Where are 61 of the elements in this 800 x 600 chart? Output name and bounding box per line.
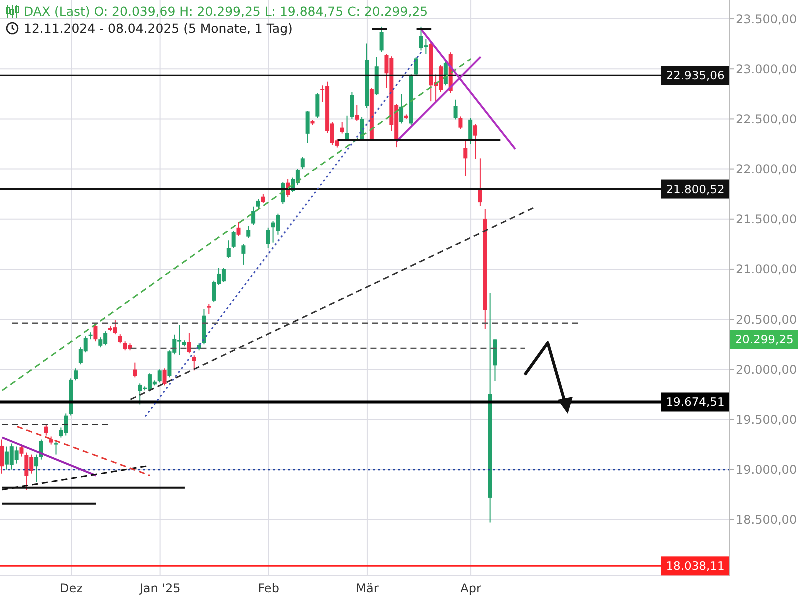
- y-tick-label: 21.000,00: [736, 262, 798, 277]
- candlestick: [414, 57, 418, 77]
- y-tick-label: 22.500,00: [736, 112, 798, 126]
- candlestick: [400, 94, 404, 124]
- candlestick: [20, 444, 24, 458]
- candlestick: [207, 304, 212, 315]
- candlestick: [256, 198, 260, 209]
- candlestick: [54, 440, 58, 456]
- x-tick-label: Dez: [60, 582, 83, 596]
- candlestick: [306, 110, 310, 144]
- x-tick-label: Jan '25: [138, 582, 181, 596]
- candlestick: [94, 325, 98, 342]
- candlestick: [458, 116, 463, 130]
- candlestick: [261, 194, 266, 204]
- candlestick: [355, 104, 360, 122]
- candlestick: [478, 158, 482, 207]
- candlestick: [474, 124, 478, 160]
- candlestick: [266, 227, 270, 249]
- candlestick: [133, 362, 138, 378]
- y-tick-label: 19.500,00: [736, 412, 798, 427]
- candlestick: [454, 99, 458, 120]
- y-tick-label: 22.000,00: [736, 162, 798, 177]
- candlestick: [192, 355, 196, 372]
- candlestick: [44, 424, 48, 436]
- text: 12.11.2024 - 08.04.2025 (5 Monate, 1 Tag): [24, 20, 293, 37]
- text: 20.299,25: [735, 332, 794, 347]
- candlestick: [0, 439, 4, 474]
- ref-line-label: 19.674,51: [666, 395, 725, 410]
- candlestick: [158, 369, 162, 384]
- y-tick-label: 20.000,00: [736, 362, 798, 377]
- chart-title: DAX (Last) O: 20.039,69 H: 20.299,25 L: 19.884,75 C: 20.299,25: [24, 3, 428, 20]
- candlestick: [187, 332, 192, 354]
- y-tick-label: 18.500,00: [736, 513, 798, 528]
- candlestick: [380, 26, 384, 53]
- ref-line-label: 21.800,52: [666, 182, 725, 196]
- candlestick: [242, 244, 246, 266]
- y-tick-label: 21.500,00: [736, 212, 798, 227]
- candlestick: [350, 92, 354, 120]
- candlestick: [162, 368, 167, 386]
- candlestick: [316, 92, 320, 119]
- candlestick: [226, 240, 231, 259]
- candlestick: [236, 222, 241, 237]
- candlestick: [340, 122, 344, 134]
- x-tick-label: Mär: [356, 582, 379, 596]
- candlestick: [246, 225, 251, 239]
- x-tick-label: Apr: [460, 582, 482, 596]
- ref-line-label: 22.935,06: [666, 68, 725, 83]
- candlestick: [118, 334, 122, 344]
- candlestick: [252, 206, 256, 226]
- candlestick: [232, 230, 236, 249]
- x-tick-label: Feb: [258, 582, 280, 596]
- candlestick: [468, 118, 473, 145]
- candlestick: [34, 454, 39, 483]
- candlestick: [464, 138, 468, 177]
- ref-line-label: 18.038,11: [666, 559, 725, 574]
- y-tick-label: 19.000,00: [736, 463, 798, 478]
- y-tick-label: 23.500,00: [736, 12, 798, 26]
- y-tick-label: 23.000,00: [736, 62, 798, 76]
- y-tick-label: 20.500,00: [736, 312, 798, 327]
- candlestick: [74, 368, 78, 382]
- candlestick: [300, 156, 305, 170]
